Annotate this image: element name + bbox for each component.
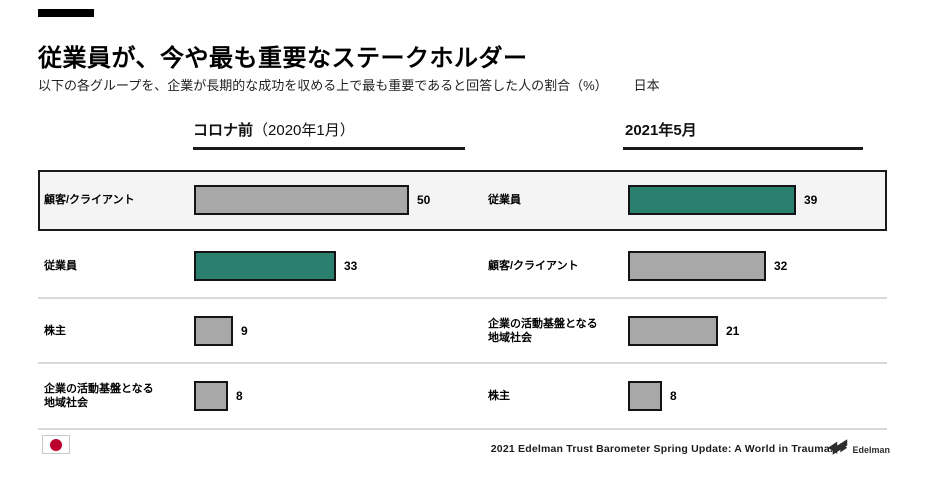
bar-value: 39 (804, 193, 818, 207)
bar-value: 32 (774, 259, 788, 273)
bar-value: 50 (417, 193, 431, 207)
page-title: 従業員が、今や最も重要なステークホルダー (38, 45, 528, 72)
top-left-black-tab (38, 9, 94, 17)
page-subtitle: 以下の各グループを、企業が長期的な成功を収める上で最も重要であると回答した人の割… (38, 78, 608, 93)
row-label: 顧客/クライアント (488, 259, 579, 272)
right-bar-21 (628, 316, 718, 346)
row-separator (38, 428, 887, 430)
footer-source-text: 2021 Edelman Trust Barometer Spring Upda… (490, 443, 833, 455)
bar-value: 33 (344, 259, 358, 273)
region-label: 日本 (633, 78, 660, 93)
japan-flag-icon (42, 435, 70, 454)
row-label: 顧客/クライアント (44, 193, 135, 206)
left-bar-9 (194, 316, 233, 346)
bar-value: 21 (726, 324, 740, 338)
bar-value: 9 (241, 324, 248, 338)
row-label: 企業の活動基盤となる 地域社会 (44, 382, 154, 409)
row-separator (38, 362, 887, 364)
bar-value: 8 (236, 389, 243, 403)
bar-value: 8 (670, 389, 677, 403)
edelman-brand-lockup: Edelman (828, 438, 890, 461)
row-label: 企業の活動基盤となる 地域社会 (488, 317, 598, 344)
right-bar-8 (628, 381, 662, 411)
left-bar-33 (194, 251, 336, 281)
column-header-may-2021: 2021年5月 (625, 122, 697, 139)
row-label: 従業員 (44, 259, 77, 272)
japan-flag-sun (50, 438, 62, 451)
header-underline-left (193, 147, 465, 150)
header-underline-right (623, 147, 863, 150)
row-label: 株主 (44, 324, 66, 337)
left-bar-50 (194, 185, 409, 215)
column-header-pre-corona-date: （2020年1月） (253, 122, 355, 139)
edelman-arrow-icon (828, 438, 848, 461)
row-label: 従業員 (488, 193, 521, 206)
row-label: 株主 (488, 389, 510, 402)
right-bar-39 (628, 185, 796, 215)
column-header-pre-corona: コロナ前（2020年1月） (193, 119, 355, 140)
edelman-wordmark: Edelman (852, 444, 890, 455)
left-bar-8 (194, 381, 228, 411)
row-separator (38, 297, 887, 299)
right-bar-32 (628, 251, 766, 281)
page-subtitle-row: 以下の各グループを、企業が長期的な成功を収める上で最も重要であると回答した人の割… (38, 75, 660, 94)
column-header-pre-corona-bold: コロナ前 (193, 122, 254, 139)
